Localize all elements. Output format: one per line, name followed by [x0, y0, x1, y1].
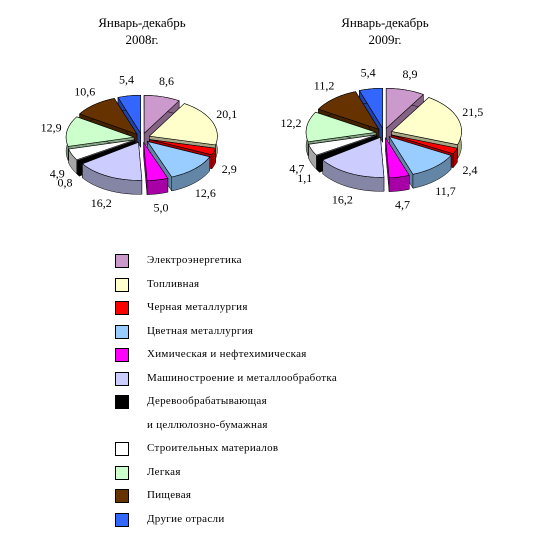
legend-label: Деревообрабатывающая и целлюлозно-бумажн… [147, 395, 268, 431]
legend-item: Цветная металлургия [115, 320, 337, 344]
data-label: 5,4 [361, 66, 376, 80]
data-label: 11,7 [435, 184, 456, 198]
data-label: 4,7 [395, 198, 410, 212]
data-label: 8,9 [402, 67, 417, 81]
pie-slice [81, 141, 143, 181]
legend-item: Строительных материалов [115, 437, 337, 461]
pie-slice [316, 135, 378, 159]
legend-item: Пищевая [115, 484, 337, 508]
legend-swatch [115, 395, 129, 409]
legend-item: Другие отрасли [115, 508, 337, 532]
pie-slice [143, 141, 169, 181]
pie-slice [149, 139, 217, 156]
legend-label: Другие отрасли [147, 512, 225, 525]
data-label: 8,6 [159, 74, 174, 88]
legend-swatch [115, 465, 129, 480]
legend-label: Химическая и нефтехимическая [147, 348, 307, 360]
legend-item: Черная металлургия [115, 296, 337, 320]
pie-slice [358, 87, 383, 130]
legend-swatch [115, 442, 129, 456]
pie-slice [388, 136, 452, 175]
pie-slice [317, 91, 380, 130]
pie-slice [68, 139, 135, 161]
slice-side [316, 155, 320, 173]
legend-swatch [115, 324, 129, 339]
pie-slice [148, 103, 218, 146]
legend-label: Топливная [147, 277, 200, 290]
slice-side [77, 160, 80, 177]
data-label: 4,9 [50, 166, 65, 180]
data-label: 4,7 [289, 161, 304, 175]
data-label: 0,8 [57, 175, 72, 189]
legend-item: Деревообрабатывающая и целлюлозно-бумажн… [115, 390, 337, 437]
legend-label: Пищевая [147, 489, 192, 501]
legend-label: Черная металлургия [147, 301, 248, 313]
pie-slice [143, 95, 180, 135]
legend-swatch [115, 301, 129, 315]
legend-swatch [115, 371, 129, 386]
legend-swatch [115, 277, 129, 292]
legend-label: Электроэнергетика [147, 254, 242, 266]
pie-slice [385, 88, 424, 130]
legend-swatch [115, 254, 129, 268]
data-label: 2,4 [463, 163, 478, 177]
data-label: 16,2 [332, 193, 353, 207]
pie-slice [117, 94, 141, 135]
legend-label: Легкая [147, 465, 181, 478]
data-label: 2,9 [222, 162, 237, 176]
pie-slice [76, 140, 136, 163]
legend-item: Машиностроение и металлообработка [115, 367, 337, 391]
pie-slice [79, 98, 138, 135]
data-label: 10,6 [74, 84, 95, 98]
legend-item: Электроэнергетика [115, 249, 337, 273]
legend-swatch [115, 348, 129, 362]
chart-title: Январь-декабрь 2009г. [341, 15, 429, 47]
data-label: 16,2 [91, 196, 112, 210]
pie-slice [65, 116, 135, 147]
legend-label: Строительных материалов [147, 442, 279, 454]
data-label: 1,1 [297, 171, 312, 185]
chart-title: Январь-декабрь 2008г. [98, 15, 186, 47]
legend-swatch [115, 489, 129, 503]
data-label: 12,6 [195, 186, 216, 200]
legend-label: Машиностроение и металлообработка [147, 371, 338, 384]
pie-slice [391, 134, 458, 155]
data-label: 20,1 [216, 107, 237, 121]
legend-item: Химическая и нефтехимическая [115, 343, 337, 367]
data-label: 21,5 [462, 105, 483, 119]
pie-slice [146, 140, 211, 178]
data-label: 11,2 [314, 79, 335, 93]
data-label: 5,4 [119, 73, 134, 87]
legend-swatch [115, 512, 129, 527]
legend-item: Легкая [115, 461, 337, 485]
data-label: 5,0 [153, 201, 168, 215]
pie-slice [305, 111, 377, 143]
data-label: 12,9 [41, 120, 62, 134]
pie-slice [322, 136, 385, 178]
pie-slice [308, 134, 377, 156]
legend: Электроэнергетика Топливная Черная металлу… [115, 249, 337, 531]
data-label: 12,2 [280, 116, 301, 130]
pie-slice [390, 97, 462, 146]
legend-label: Цветная металлургия [147, 324, 254, 337]
legend-item: Топливная [115, 273, 337, 297]
pie-slice [385, 137, 410, 178]
